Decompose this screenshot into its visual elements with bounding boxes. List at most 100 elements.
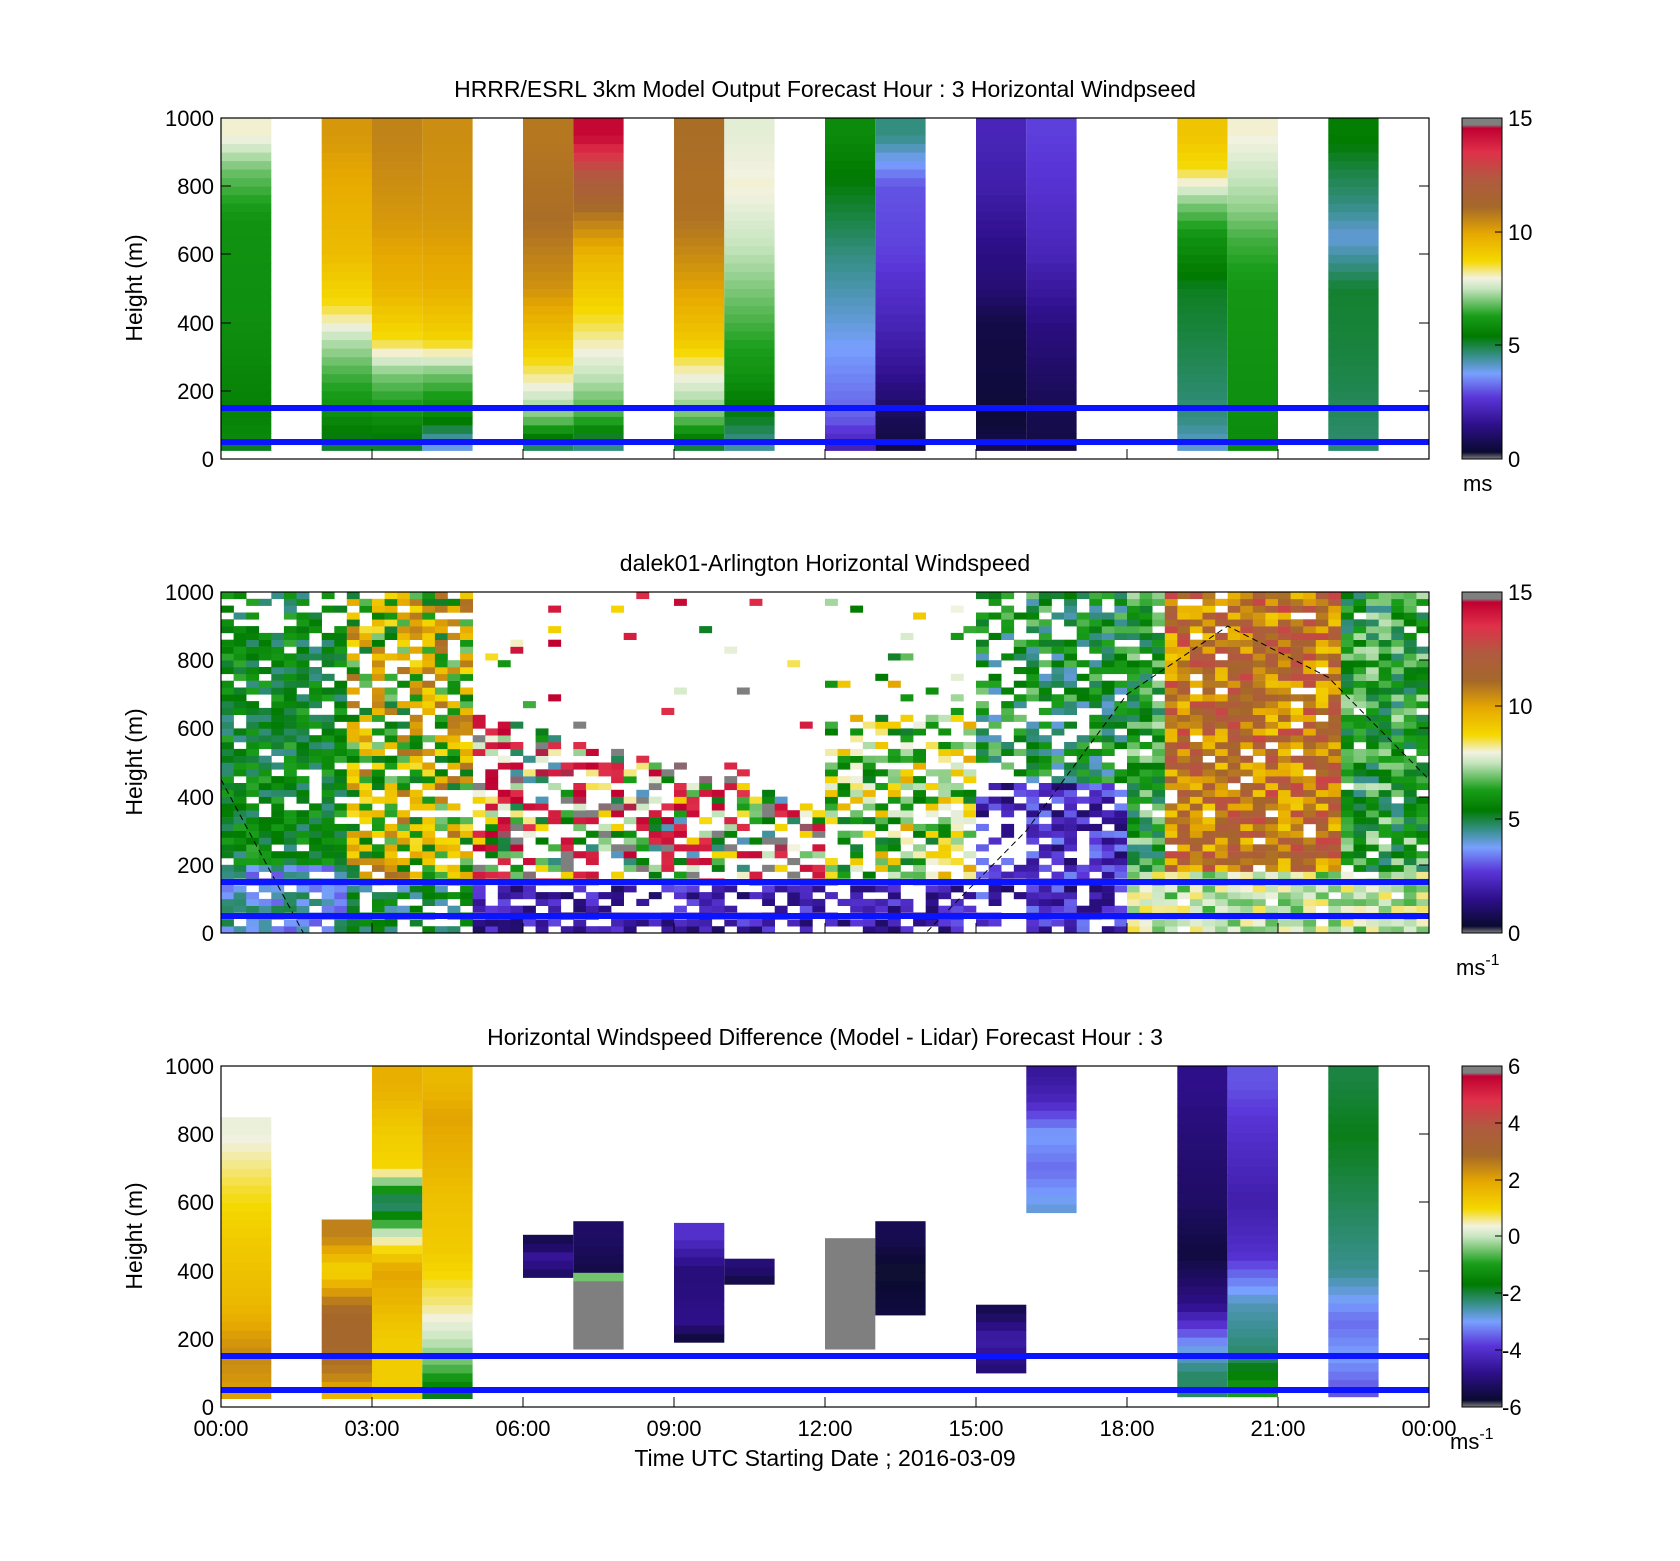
- heatmap-cell: [460, 871, 473, 879]
- heatmap-cell: [1252, 905, 1266, 913]
- heatmap-cell: [1391, 755, 1405, 763]
- heatmap-cell: [1391, 598, 1405, 606]
- heatmap-cell: [1139, 830, 1153, 838]
- heatmap-cell: [246, 742, 260, 750]
- heatmap-cell: [372, 1236, 423, 1246]
- colorbar-label: 5: [1508, 333, 1520, 358]
- heatmap-cell: [309, 694, 322, 702]
- heatmap-cell: [875, 322, 926, 332]
- heatmap-cell: [296, 796, 310, 804]
- heatmap-cell: [221, 653, 234, 661]
- heatmap-cell: [674, 245, 725, 255]
- heatmap-cell: [1403, 892, 1417, 900]
- heatmap-cell: [296, 742, 310, 750]
- heatmap-cell: [523, 1243, 574, 1253]
- heatmap-cell: [1101, 728, 1115, 736]
- heatmap-cell: [460, 892, 473, 900]
- heatmap-cell: [321, 356, 372, 366]
- heatmap-cell: [1139, 905, 1153, 913]
- heatmap-cell: [1139, 898, 1153, 906]
- heatmap-cell: [862, 762, 876, 770]
- heatmap-cell: [1328, 1124, 1379, 1133]
- heatmap-cell: [1189, 844, 1203, 852]
- heatmap-cell: [258, 837, 272, 845]
- heatmap-cell: [1353, 810, 1367, 818]
- heatmap-cell: [296, 660, 310, 668]
- heatmap-cell: [372, 373, 423, 383]
- heatmap-cell: [1177, 1311, 1228, 1321]
- heatmap-cell: [1152, 680, 1166, 688]
- heatmap-cell: [1202, 898, 1216, 906]
- heatmap-cell: [1328, 390, 1379, 400]
- heatmap-cell: [1114, 626, 1128, 634]
- heatmap-cell: [1177, 1337, 1228, 1347]
- heatmap-cell: [1315, 748, 1329, 756]
- heatmap-cell: [1403, 714, 1417, 722]
- heatmap-cell: [1026, 1110, 1077, 1120]
- heatmap-cell: [485, 728, 499, 736]
- heatmap-cell: [674, 1257, 725, 1266]
- heatmap-cell: [1127, 605, 1140, 613]
- heatmap-cell: [1038, 898, 1052, 906]
- heatmap-cell: [1240, 892, 1254, 900]
- heatmap-cell: [1177, 789, 1191, 797]
- heatmap-cell: [724, 646, 738, 654]
- heatmap-cell: [1189, 810, 1203, 818]
- heatmap-cell: [1001, 783, 1015, 791]
- heatmap-cell: [283, 817, 297, 825]
- heatmap-cell: [1038, 830, 1052, 838]
- heatmap-cell: [1278, 639, 1291, 647]
- heatmap-cell: [1315, 844, 1329, 852]
- heatmap-cell: [1152, 885, 1166, 893]
- heatmap-cell: [976, 228, 1027, 238]
- heatmap-cell: [372, 598, 385, 606]
- heatmap-cell: [862, 742, 876, 750]
- heatmap-cell: [1139, 755, 1153, 763]
- heatmap-cell: [1026, 1195, 1077, 1205]
- heatmap-cell: [1315, 837, 1329, 845]
- heatmap-cell: [963, 810, 977, 818]
- heatmap-cell: [1177, 1106, 1228, 1116]
- heatmap-cell: [1403, 721, 1417, 729]
- heatmap-cell: [976, 1364, 1027, 1374]
- heatmap-cell: [372, 701, 385, 709]
- heatmap-cell: [372, 314, 423, 324]
- heatmap-cell: [321, 646, 335, 654]
- heatmap-cell: [1064, 783, 1077, 791]
- heatmap-cell: [372, 1262, 423, 1272]
- heatmap-cell: [447, 905, 461, 913]
- heatmap-cell: [460, 653, 473, 661]
- heatmap-cell: [258, 919, 272, 927]
- heatmap-cell: [976, 441, 1027, 451]
- heatmap-cell: [1038, 619, 1052, 627]
- heatmap-cell: [1127, 626, 1140, 634]
- heatmap-cell: [372, 619, 385, 627]
- heatmap-cell: [246, 830, 260, 838]
- heatmap-cell: [1265, 769, 1279, 777]
- heatmap-cell: [1038, 755, 1052, 763]
- heatmap-cell: [1340, 817, 1354, 825]
- heatmap-cell: [1340, 646, 1354, 654]
- heatmap-cell: [1378, 735, 1392, 743]
- heatmap-cell: [1026, 755, 1040, 763]
- heatmap-cell: [1227, 143, 1278, 153]
- heatmap-cell: [1051, 653, 1065, 661]
- heatmap-cell: [1139, 919, 1153, 927]
- heatmap-cell: [1114, 823, 1128, 831]
- heatmap-cell: [585, 810, 599, 818]
- heatmap-cell: [1202, 830, 1216, 838]
- heatmap-cell: [1265, 680, 1279, 688]
- heatmap-cell: [1353, 626, 1367, 634]
- heatmap-cell: [422, 762, 436, 770]
- heatmap-cell: [1164, 762, 1178, 770]
- ytick-label: 600: [177, 1190, 214, 1215]
- heatmap-cell: [736, 871, 750, 879]
- heatmap-cell: [875, 1306, 926, 1316]
- heatmap-cell: [850, 714, 864, 722]
- heatmap-cell: [221, 1304, 272, 1314]
- heatmap-cell: [648, 817, 662, 825]
- heatmap-cell: [925, 871, 939, 879]
- heatmap-cell: [422, 1321, 473, 1331]
- heatmap-cell: [1328, 926, 1342, 933]
- heatmap-cell: [1076, 769, 1090, 777]
